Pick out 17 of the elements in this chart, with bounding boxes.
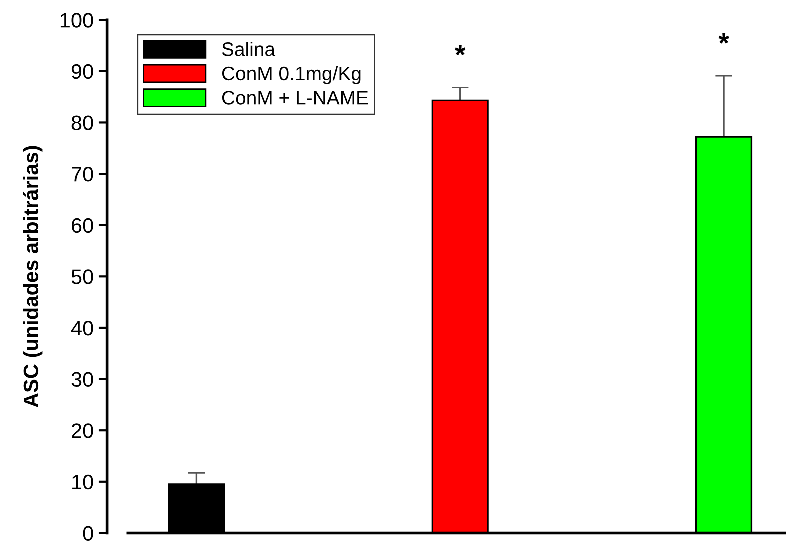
y-tick-label: 60	[72, 218, 94, 234]
y-tick-label: 40	[71, 320, 94, 336]
annotation: *	[455, 45, 466, 56]
legend-label: ConM 0.1mg/Kg	[222, 66, 361, 84]
y-tick-label: 90	[72, 64, 94, 80]
y-tick-label: 100	[60, 13, 94, 28]
y-tick-label: 10	[72, 474, 94, 490]
y-tick-label: 30	[72, 372, 94, 388]
y-tick-label: 20	[72, 424, 94, 438]
y-axis-title: ASC (unidades arbitrárias)	[23, 146, 43, 408]
y-tick-label: 0	[83, 526, 94, 541]
legend-label: ConM + L-NAME	[222, 91, 368, 105]
y-tick-label: 70	[72, 167, 94, 182]
legend-label: Salina	[222, 42, 276, 56]
y-tick-label: 80	[72, 116, 94, 130]
annotation: *	[718, 34, 730, 44]
y-tick-label: 50	[72, 270, 94, 284]
